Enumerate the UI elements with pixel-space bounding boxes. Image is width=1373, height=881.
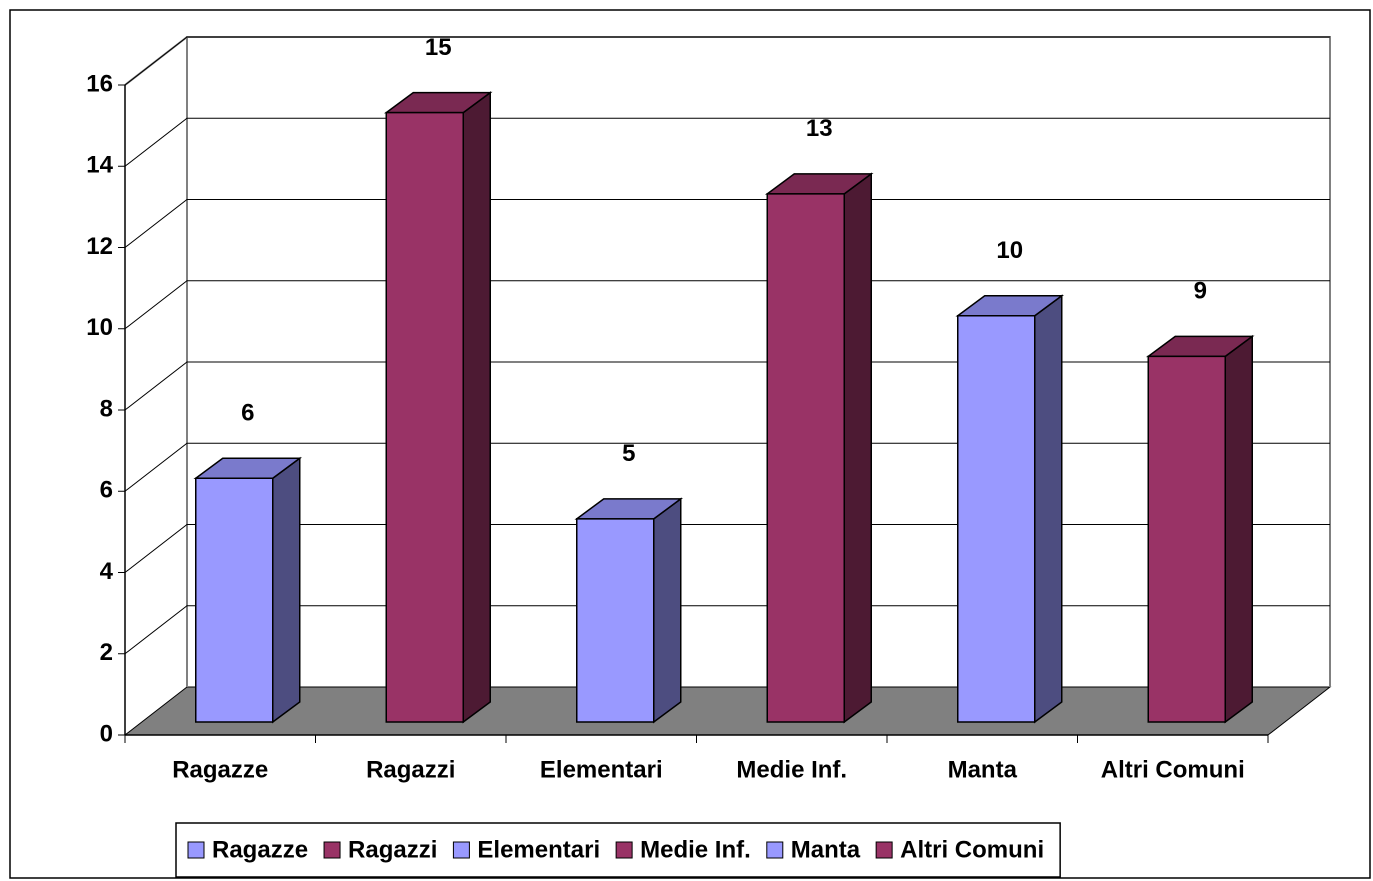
legend-label: Ragazze — [212, 836, 308, 863]
x-tick-label: Medie Inf. — [736, 756, 847, 783]
grid-line — [124, 280, 1330, 330]
grid-line — [124, 605, 1330, 655]
data-label: 6 — [241, 400, 254, 427]
x-tick-label: Ragazze — [172, 756, 268, 783]
data-label: 5 — [622, 440, 635, 467]
legend-label: Manta — [791, 836, 861, 863]
y-tick-label: 8 — [100, 395, 113, 422]
legend-label: Elementari — [477, 836, 600, 863]
x-tick-label: Altri Comuni — [1101, 756, 1245, 783]
legend-swatch — [323, 841, 341, 859]
grid-line — [124, 199, 1330, 248]
bar-side — [653, 497, 682, 724]
y-tick-label: 4 — [100, 558, 114, 585]
grid-line — [124, 442, 1330, 492]
y-tick-label: 16 — [86, 70, 113, 97]
legend-swatch — [187, 841, 205, 859]
grid-line — [124, 524, 1330, 573]
bar — [385, 111, 464, 723]
legend-swatch — [615, 841, 633, 859]
bar-side — [462, 91, 491, 724]
bar — [1147, 355, 1226, 723]
bar-side — [1224, 334, 1253, 724]
legend-swatch — [875, 841, 893, 859]
y-tick-label: 12 — [86, 233, 113, 260]
data-label: 15 — [425, 34, 452, 61]
x-tick-label: Manta — [948, 756, 1018, 783]
bar — [195, 477, 274, 723]
x-tick-label: Elementari — [540, 756, 663, 783]
x-tick-label: Ragazzi — [366, 756, 455, 783]
grid-line — [124, 36, 1330, 86]
bar — [576, 518, 655, 723]
legend-swatch — [766, 841, 784, 859]
data-label: 13 — [806, 115, 833, 142]
bar-side — [272, 456, 301, 724]
y-tick-label: 6 — [100, 477, 113, 504]
data-label: 10 — [996, 237, 1023, 264]
legend-swatch — [452, 841, 470, 859]
bar — [766, 193, 845, 723]
bar-side — [1034, 294, 1063, 724]
y-tick-label: 10 — [86, 314, 113, 341]
bar — [957, 315, 1036, 723]
grid-line — [124, 117, 1330, 167]
y-tick-label: 0 — [100, 720, 113, 747]
y-tick-label: 2 — [100, 639, 113, 666]
legend-label: Altri Comuni — [900, 836, 1044, 863]
bar-side — [843, 172, 872, 724]
grid-line — [124, 361, 1330, 411]
y-tick-label: 14 — [86, 152, 113, 179]
data-label: 9 — [1194, 278, 1207, 305]
legend-label: Medie Inf. — [640, 836, 751, 863]
legend-label: Ragazzi — [348, 836, 437, 863]
